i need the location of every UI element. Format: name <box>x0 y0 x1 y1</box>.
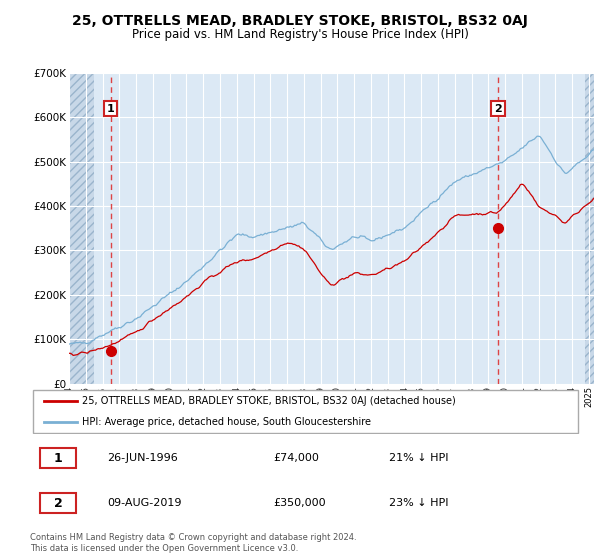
FancyBboxPatch shape <box>40 448 76 468</box>
Text: HPI: Average price, detached house, South Gloucestershire: HPI: Average price, detached house, Sout… <box>82 417 371 427</box>
Text: 09-AUG-2019: 09-AUG-2019 <box>107 498 182 508</box>
FancyBboxPatch shape <box>33 390 578 433</box>
Text: £74,000: £74,000 <box>273 453 319 463</box>
Text: 1: 1 <box>107 104 115 114</box>
Text: 2: 2 <box>494 104 502 114</box>
Text: 21% ↓ HPI: 21% ↓ HPI <box>389 453 448 463</box>
Text: 25, OTTRELLS MEAD, BRADLEY STOKE, BRISTOL, BS32 0AJ: 25, OTTRELLS MEAD, BRADLEY STOKE, BRISTO… <box>72 14 528 28</box>
Text: Contains HM Land Registry data © Crown copyright and database right 2024.
This d: Contains HM Land Registry data © Crown c… <box>30 533 356 553</box>
Text: Price paid vs. HM Land Registry's House Price Index (HPI): Price paid vs. HM Land Registry's House … <box>131 28 469 41</box>
Bar <box>69 73 94 384</box>
Text: 2: 2 <box>54 497 62 510</box>
Text: 26-JUN-1996: 26-JUN-1996 <box>107 453 178 463</box>
Bar <box>585 73 594 384</box>
Text: £350,000: £350,000 <box>273 498 326 508</box>
FancyBboxPatch shape <box>40 493 76 514</box>
Text: 25, OTTRELLS MEAD, BRADLEY STOKE, BRISTOL, BS32 0AJ (detached house): 25, OTTRELLS MEAD, BRADLEY STOKE, BRISTO… <box>82 396 456 407</box>
Text: 23% ↓ HPI: 23% ↓ HPI <box>389 498 448 508</box>
Text: 1: 1 <box>54 451 62 465</box>
